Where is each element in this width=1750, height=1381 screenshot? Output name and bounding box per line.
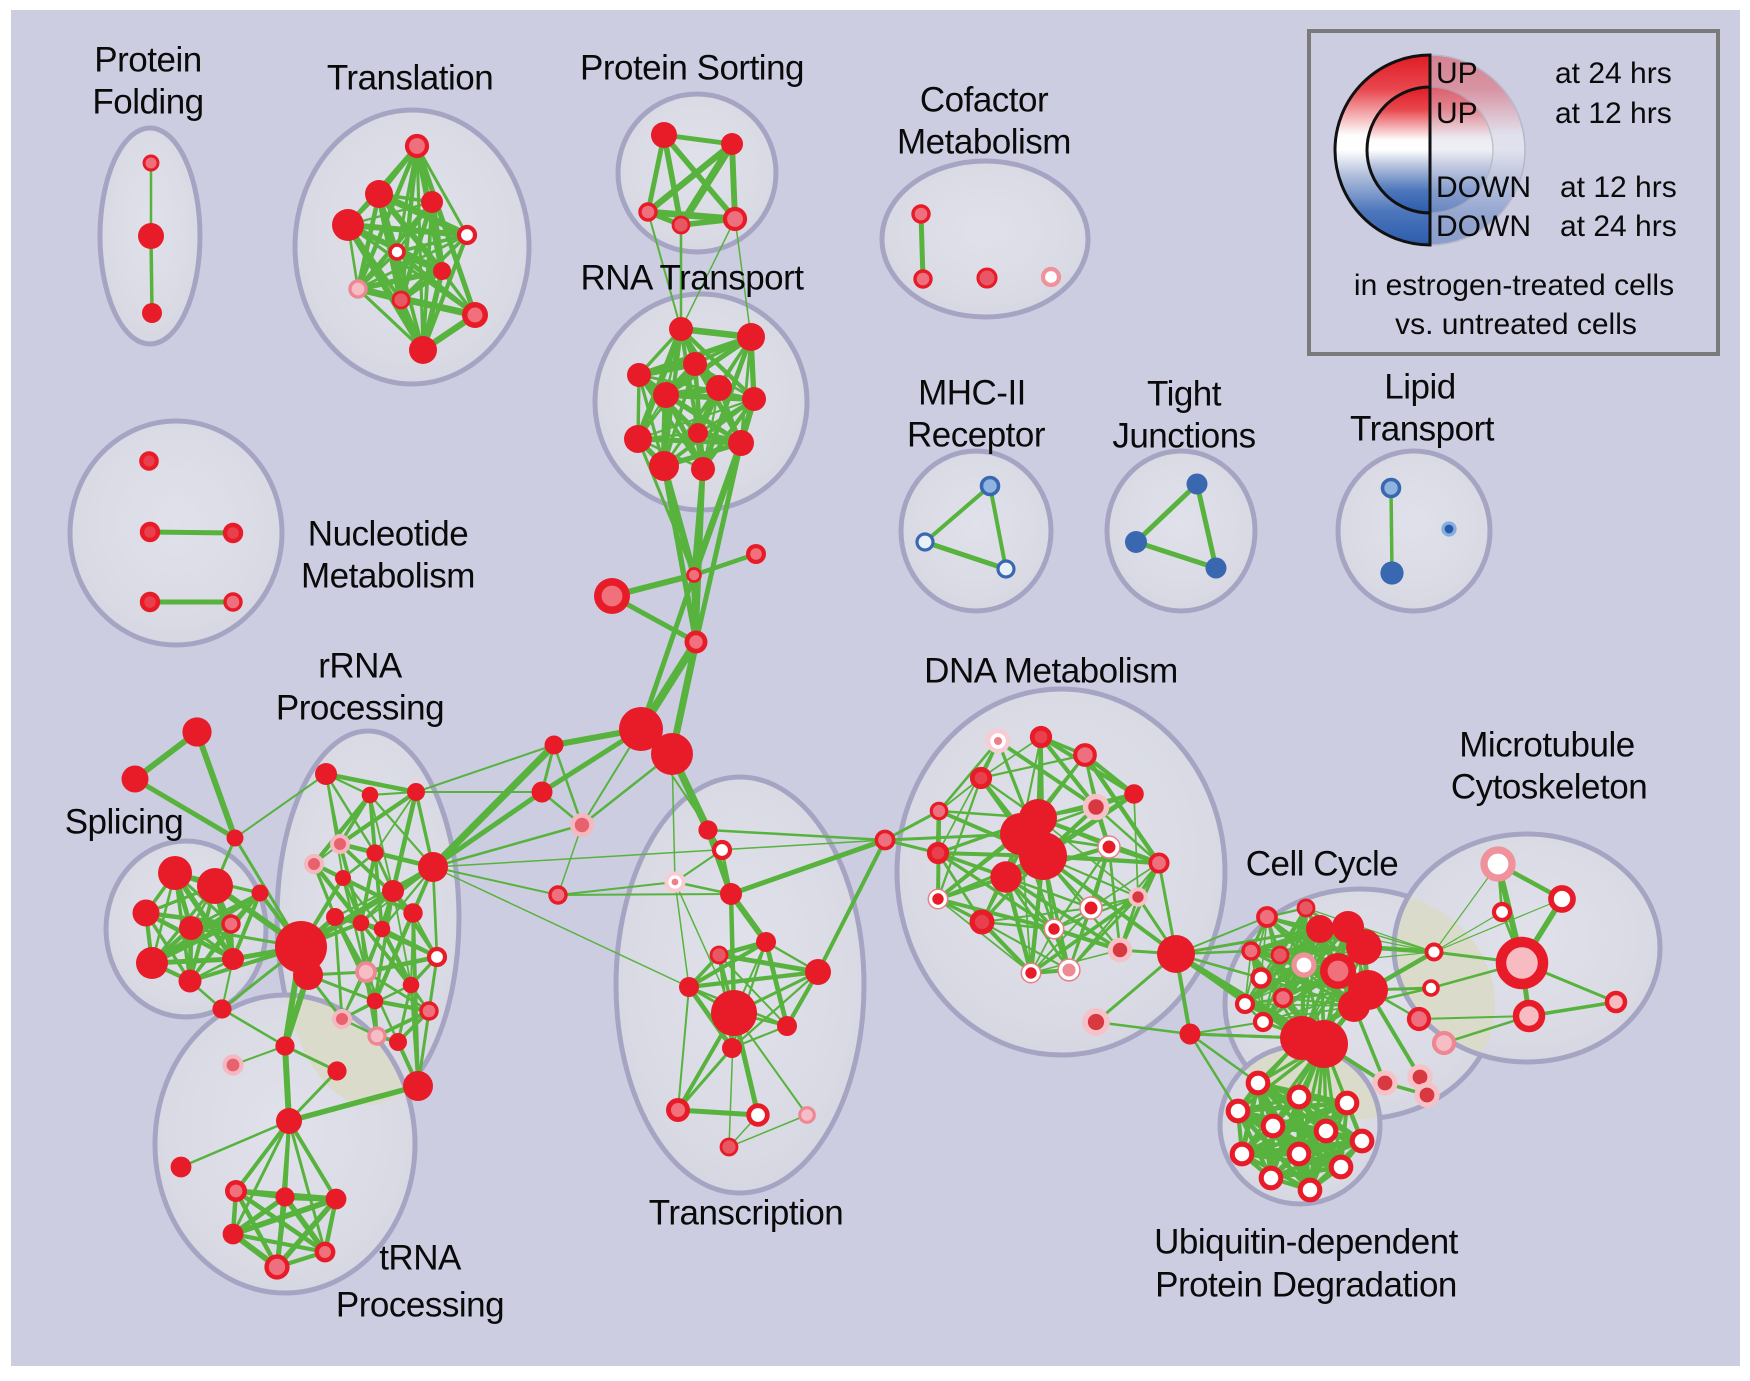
svg-text:vs. untreated cells: vs. untreated cells [1395,308,1637,341]
svg-text:Processing: Processing [276,688,444,727]
svg-text:in estrogen-treated cells: in estrogen-treated cells [1354,269,1674,302]
svg-text:RNA Transport: RNA Transport [580,258,804,297]
svg-text:Ubiquitin-dependent: Ubiquitin-dependent [1154,1222,1459,1261]
svg-text:Protein Sorting: Protein Sorting [580,48,804,87]
svg-text:Cofactor: Cofactor [920,80,1049,119]
svg-text:UP: UP [1436,97,1478,130]
svg-text:MHC-II: MHC-II [918,373,1026,412]
svg-text:Cytoskeleton: Cytoskeleton [1451,767,1647,806]
svg-text:Processing: Processing [336,1285,504,1324]
svg-text:Protein: Protein [94,40,201,79]
svg-text:DOWN: DOWN [1436,210,1531,243]
svg-text:rRNA: rRNA [318,646,403,685]
svg-text:Transport: Transport [1350,409,1495,448]
svg-text:at 12 hrs: at 12 hrs [1555,97,1672,130]
svg-text:UP: UP [1436,57,1478,90]
svg-text:Nucleotide: Nucleotide [308,514,468,553]
svg-text:Splicing: Splicing [65,802,184,841]
svg-text:Metabolism: Metabolism [301,556,475,595]
svg-text:Junctions: Junctions [1112,416,1255,455]
svg-text:at 12 hrs: at 12 hrs [1560,171,1677,204]
svg-text:Receptor: Receptor [907,415,1046,454]
svg-text:at 24 hrs: at 24 hrs [1555,57,1672,90]
svg-text:DNA Metabolism: DNA Metabolism [924,651,1178,690]
svg-text:Transcription: Transcription [649,1193,844,1232]
svg-text:Lipid: Lipid [1384,367,1455,406]
svg-text:Folding: Folding [92,82,203,121]
svg-text:tRNA: tRNA [379,1238,462,1277]
svg-text:Translation: Translation [327,58,493,97]
svg-text:Cell Cycle: Cell Cycle [1246,844,1399,883]
svg-text:Protein Degradation: Protein Degradation [1155,1265,1457,1304]
svg-text:DOWN: DOWN [1436,171,1531,204]
svg-text:Tight: Tight [1147,374,1222,413]
svg-text:Metabolism: Metabolism [897,122,1071,161]
svg-text:Microtubule: Microtubule [1459,725,1634,764]
svg-text:at 24 hrs: at 24 hrs [1560,210,1677,243]
